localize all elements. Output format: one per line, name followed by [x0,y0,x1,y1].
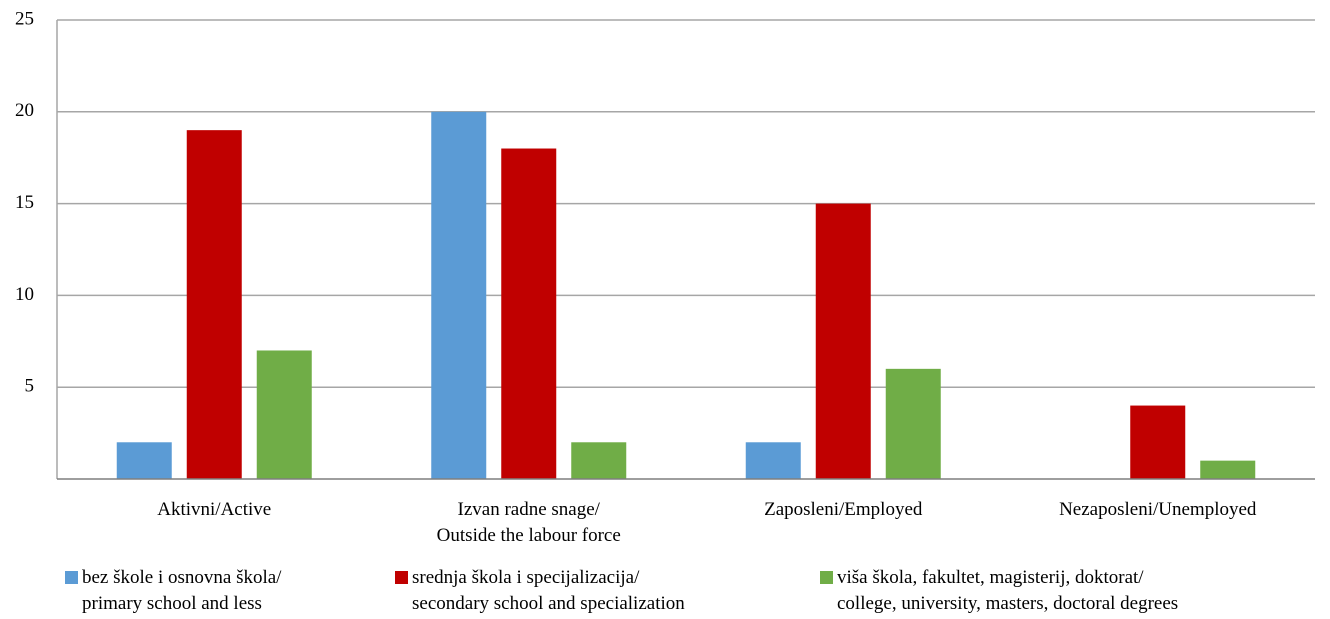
x-tick-label: Aktivni/Active [157,499,272,520]
legend-swatch [65,571,78,584]
legend-swatch [395,571,408,584]
bar [1200,460,1256,479]
y-tick-label: 25 [15,8,34,29]
legend-label: bez škole i osnovna škola/ primary schoo… [82,567,282,614]
legend-label: srednja škola i specijalizacija/ seconda… [412,567,685,614]
x-tick-label: Nezaposleni/Unemployed [1059,499,1257,520]
x-tick-label: Zaposleni/Employed [764,499,923,520]
bar [256,350,312,479]
bar [571,442,627,479]
y-tick-label: 15 [15,192,34,213]
bar [186,130,242,479]
x-tick-label: Izvan radne snage/ Outside the labour fo… [436,499,621,546]
bar [116,442,172,479]
bar [815,203,871,479]
bar [745,442,801,479]
bar [431,111,487,480]
legend-label: viša škola, fakultet, magisterij, doktor… [837,567,1179,614]
bar [1130,405,1186,479]
y-tick-label: 20 [15,100,34,121]
y-tick-label: 5 [25,376,35,397]
y-tick-label: 10 [15,284,34,305]
bar [885,368,941,479]
legend-swatch [820,571,833,584]
bar [501,148,557,479]
